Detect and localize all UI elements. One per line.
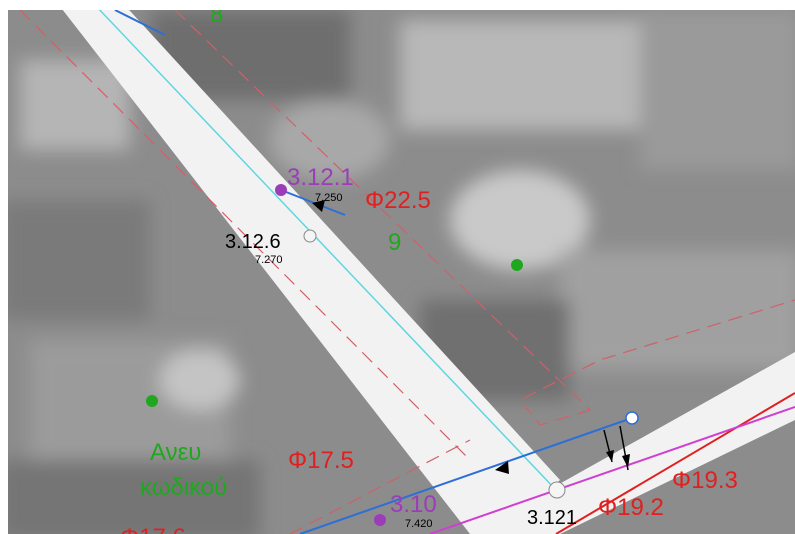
parcel-label: κωδικού bbox=[140, 474, 227, 501]
pipe-line bbox=[280, 189, 346, 216]
elevation: 7.270 bbox=[255, 254, 283, 266]
flow-arrow bbox=[606, 450, 614, 462]
axis-line bbox=[98, 10, 557, 491]
diameter-label: Φ22.5 bbox=[365, 187, 431, 214]
diameter-label: Φ17.6 bbox=[120, 524, 186, 534]
pipe-line bbox=[299, 417, 633, 534]
node bbox=[625, 411, 639, 425]
red-line bbox=[555, 392, 795, 534]
node-label: 3.12.6 bbox=[225, 231, 281, 253]
parcel-label: 9 bbox=[388, 229, 401, 256]
diameter-label: Φ17.5 bbox=[288, 447, 354, 474]
road bbox=[62, 10, 560, 534]
node bbox=[303, 229, 317, 243]
flow-arrow bbox=[495, 461, 509, 474]
diameter-label: Φ19.3 bbox=[672, 467, 738, 494]
elevation: 7.420 bbox=[405, 518, 433, 530]
manhole bbox=[275, 184, 287, 196]
parcel-label: Ανευ bbox=[150, 439, 201, 466]
green-point bbox=[511, 259, 523, 271]
node-label: 3.12.1 bbox=[287, 164, 354, 191]
node-label: 3.121 bbox=[527, 507, 577, 529]
green-point bbox=[146, 395, 158, 407]
magenta-line bbox=[429, 406, 795, 534]
manhole bbox=[374, 514, 386, 526]
node-label: 3.10 bbox=[390, 491, 437, 518]
diameter-label: Φ19.2 bbox=[598, 494, 664, 521]
flow-arrow bbox=[622, 454, 630, 468]
pipe-line bbox=[114, 10, 166, 36]
parcel-label: 8 bbox=[210, 1, 223, 28]
flow-arrow bbox=[312, 200, 325, 212]
node bbox=[548, 481, 566, 499]
elevation: 7.250 bbox=[315, 192, 343, 204]
parcel-boundary bbox=[19, 10, 795, 534]
